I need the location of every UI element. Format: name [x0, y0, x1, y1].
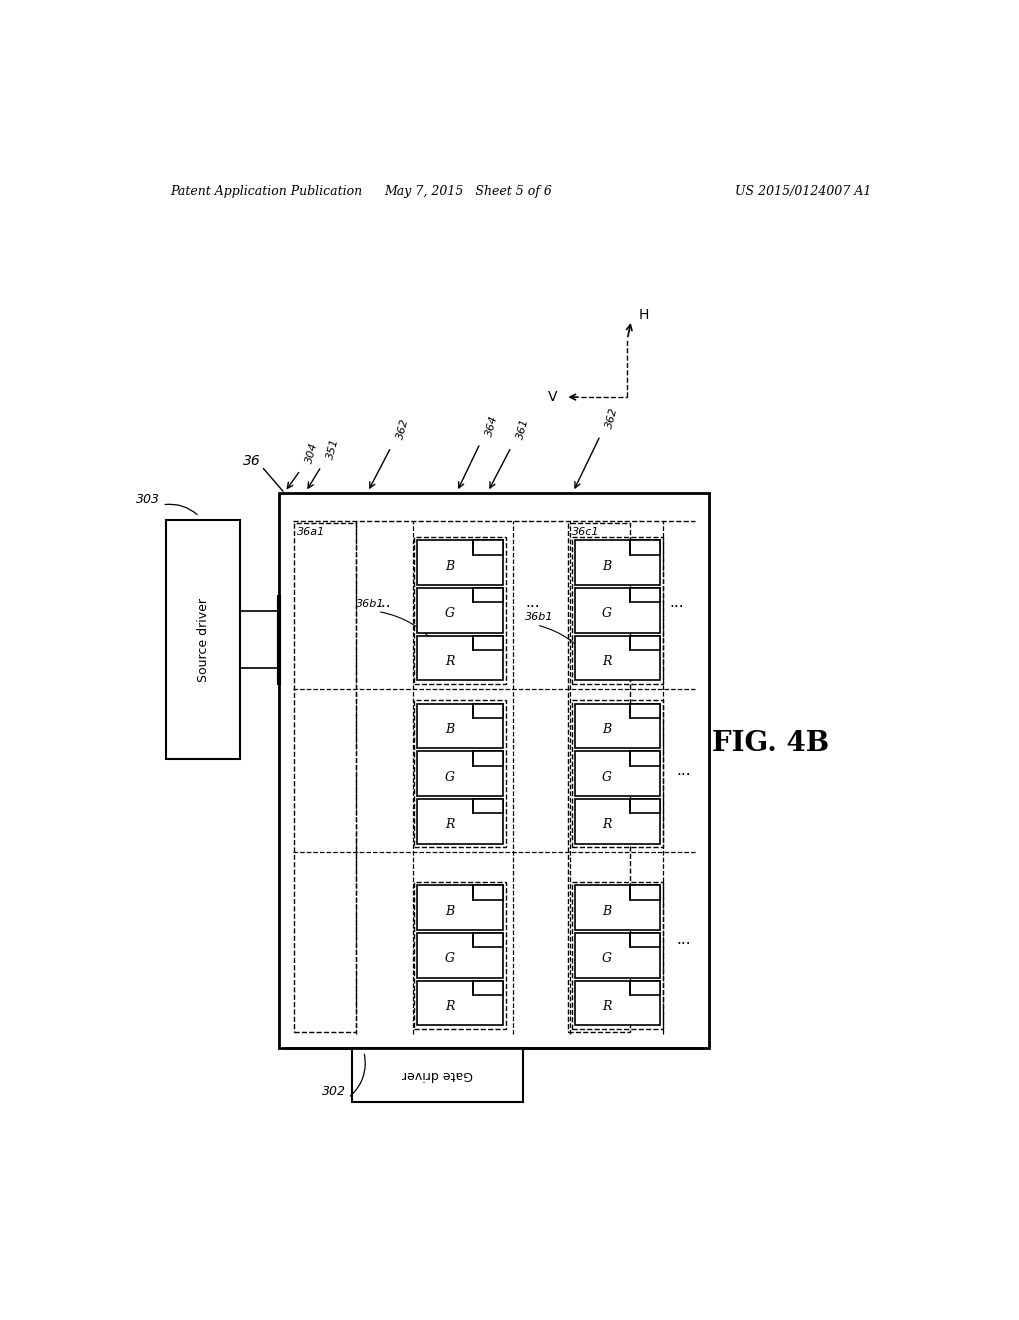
Bar [472, 981, 502, 995]
Bar [630, 636, 659, 649]
Bar [293, 523, 356, 1032]
Text: 303: 303 [136, 494, 160, 507]
Text: G: G [444, 771, 454, 784]
Bar [574, 751, 659, 796]
Bar [630, 587, 659, 602]
Text: Patent Application Publication: Patent Application Publication [170, 185, 362, 198]
Text: ...: ... [668, 594, 683, 610]
Text: 302: 302 [322, 1085, 345, 1098]
Bar [417, 587, 502, 632]
Bar [414, 882, 505, 1028]
Bar [630, 704, 659, 718]
Bar [472, 799, 502, 813]
Text: V: V [547, 391, 557, 404]
Text: B: B [444, 723, 453, 737]
Bar [574, 540, 659, 585]
Bar [630, 751, 659, 766]
Text: ...: ... [525, 594, 540, 610]
Bar [472, 751, 502, 766]
Bar [574, 636, 659, 680]
Text: 36a1: 36a1 [297, 527, 325, 537]
Text: R: R [444, 1001, 454, 1014]
Text: R: R [602, 818, 611, 832]
Bar [472, 704, 502, 718]
Text: B: B [602, 904, 611, 917]
Text: Source driver: Source driver [197, 598, 209, 681]
Text: FIG. 4B: FIG. 4B [711, 730, 828, 758]
Bar [414, 701, 505, 847]
Bar [417, 799, 502, 843]
Text: R: R [444, 818, 454, 832]
Text: G: G [444, 607, 454, 620]
Text: ...: ... [376, 594, 391, 610]
Bar [568, 523, 630, 1032]
Bar [472, 587, 502, 602]
Text: R: R [602, 1001, 611, 1014]
Bar [352, 1048, 522, 1102]
Text: 36c1: 36c1 [571, 527, 598, 537]
Bar [417, 981, 502, 1026]
Text: US 2015/0124007 A1: US 2015/0124007 A1 [735, 185, 870, 198]
Bar [630, 540, 659, 554]
Bar [630, 799, 659, 813]
Bar [574, 981, 659, 1026]
Text: 36b1: 36b1 [356, 599, 384, 610]
Text: G: G [601, 953, 611, 965]
Bar [472, 933, 502, 948]
Text: 351: 351 [325, 437, 340, 461]
Bar [630, 933, 659, 948]
Text: 304: 304 [304, 441, 319, 465]
Text: 36b1: 36b1 [525, 612, 553, 622]
Bar [574, 799, 659, 843]
Text: H: H [638, 308, 649, 322]
Text: Gate driver: Gate driver [401, 1068, 473, 1081]
Text: B: B [602, 560, 611, 573]
Bar [417, 704, 502, 748]
Bar [571, 701, 662, 847]
Bar [630, 886, 659, 899]
Text: R: R [444, 655, 454, 668]
Bar [571, 882, 662, 1028]
Text: 364: 364 [484, 414, 498, 437]
Text: B: B [602, 723, 611, 737]
Bar [574, 933, 659, 978]
Text: 36: 36 [243, 454, 260, 469]
Text: ...: ... [676, 932, 691, 946]
Bar [630, 981, 659, 995]
Bar [278, 494, 708, 1048]
Text: 361: 361 [515, 417, 530, 441]
Bar [414, 537, 505, 684]
Bar [574, 886, 659, 929]
Text: G: G [601, 607, 611, 620]
Text: R: R [602, 655, 611, 668]
Text: 362: 362 [603, 407, 619, 429]
Bar [574, 587, 659, 632]
Text: G: G [601, 771, 611, 784]
Bar [417, 540, 502, 585]
Bar [417, 751, 502, 796]
Bar [574, 704, 659, 748]
Bar [417, 933, 502, 978]
Bar [571, 537, 662, 684]
Text: 362: 362 [394, 417, 410, 441]
Text: ...: ... [676, 763, 691, 777]
Bar [472, 636, 502, 649]
Bar [472, 886, 502, 899]
Text: B: B [444, 904, 453, 917]
Text: B: B [444, 560, 453, 573]
Bar [472, 540, 502, 554]
Bar [417, 886, 502, 929]
Bar [417, 636, 502, 680]
Bar [166, 520, 239, 759]
Text: May 7, 2015   Sheet 5 of 6: May 7, 2015 Sheet 5 of 6 [384, 185, 552, 198]
Text: G: G [444, 953, 454, 965]
